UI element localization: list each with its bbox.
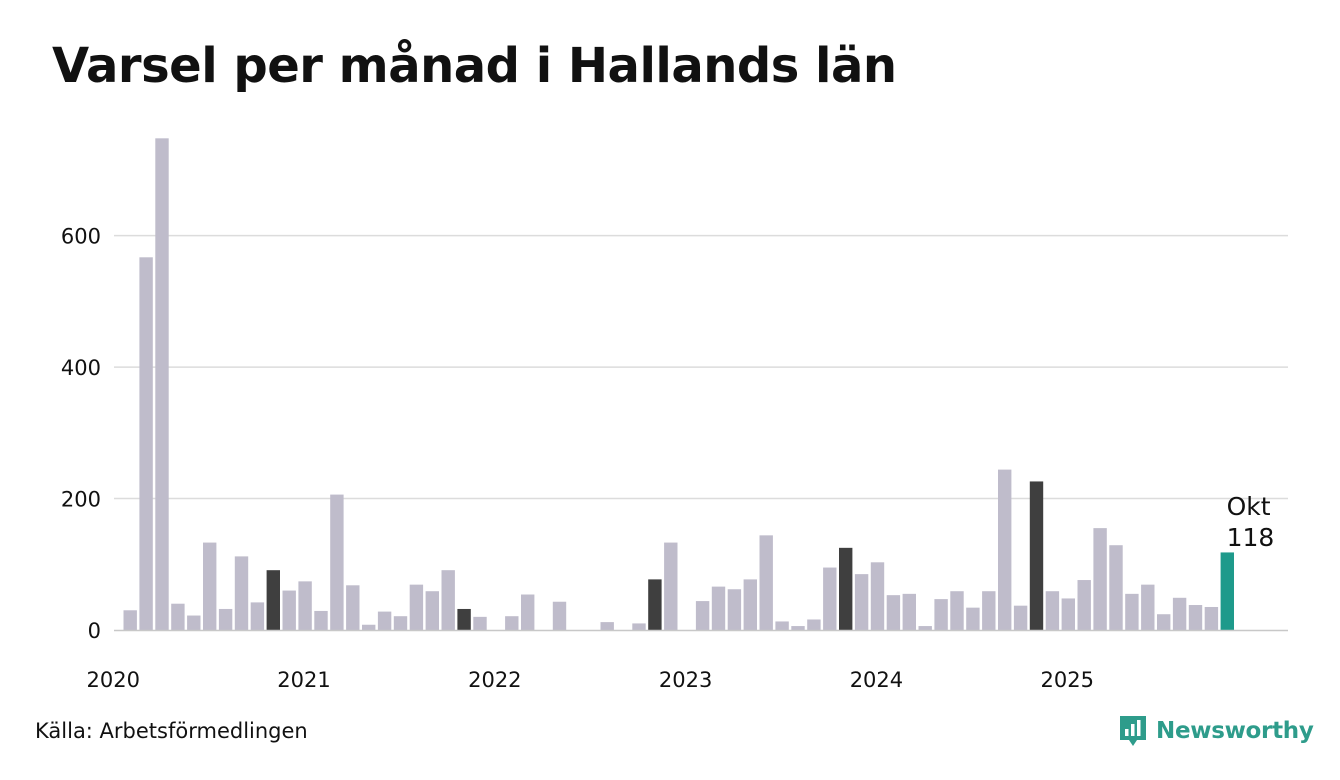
- bar-2020-11: [282, 590, 296, 630]
- bar-2023-10: [839, 547, 853, 630]
- bar-2024-06: [966, 607, 980, 630]
- bar-2021-11: [473, 616, 487, 630]
- bar-chart: 0 200 400 600 2020 2021 2022 2023 2024 2025 Okt …: [61, 138, 1288, 692]
- x-tick-label: 2020: [87, 668, 140, 692]
- bar-2024-04: [934, 599, 948, 630]
- newsworthy-logo[interactable]: Newsworthy: [1118, 714, 1314, 748]
- y-tick-label: 600: [61, 225, 101, 249]
- newsworthy-logo-icon: [1120, 716, 1146, 746]
- bar-2024-11: [1045, 591, 1060, 630]
- logo-text: Newsworthy: [1156, 718, 1314, 744]
- latest-annotation: Okt 118: [1227, 492, 1275, 552]
- bar-2024-12: [1061, 598, 1075, 630]
- bar-2025-09: [1204, 606, 1219, 630]
- bar-2023-08: [807, 619, 821, 630]
- bar-2021-05: [377, 611, 392, 630]
- annotation-value: 118: [1227, 523, 1275, 552]
- bar-2021-09: [441, 570, 455, 630]
- bar-2021-06: [393, 616, 408, 630]
- bar-2020-03: [155, 138, 169, 630]
- bar-2020-06: [203, 542, 217, 630]
- bar-2024-09: [1013, 605, 1028, 630]
- bar-2022-02: [521, 594, 535, 630]
- bar-2022-10: [648, 579, 662, 630]
- x-tick-label: 2021: [277, 668, 330, 692]
- bar-2025-07: [1172, 597, 1187, 630]
- annotation-month: Okt: [1227, 492, 1271, 521]
- bar-2025-06: [1157, 614, 1171, 630]
- x-tick-label: 2022: [468, 668, 521, 692]
- bar-2022-11: [664, 542, 678, 630]
- x-axis-year-labels: 2020 2021 2022 2023 2024 2025: [87, 668, 1094, 692]
- bar-2021-02: [330, 494, 344, 630]
- y-tick-label: 400: [61, 356, 101, 380]
- bar-2022-07: [600, 622, 614, 630]
- bar-2023-07: [791, 626, 805, 630]
- bar-2020-10: [266, 570, 280, 630]
- bar-2023-09: [823, 567, 837, 630]
- bar-2023-06: [775, 621, 789, 630]
- x-tick-label: 2025: [1041, 668, 1094, 692]
- bar-2024-01: [886, 595, 901, 630]
- bar-2020-08: [234, 556, 249, 630]
- bar-2025-02: [1093, 528, 1107, 630]
- source-note: Källa: Arbetsförmedlingen: [35, 719, 308, 743]
- bar-2021-08: [425, 591, 439, 630]
- bar-2020-07: [218, 608, 233, 630]
- bar-2025-04: [1125, 593, 1139, 630]
- bar-2023-03: [727, 589, 742, 630]
- x-tick-label: 2024: [850, 668, 903, 692]
- bar-2022-09: [632, 623, 646, 630]
- bar-2025-03: [1109, 545, 1123, 630]
- bar-2023-12: [870, 562, 885, 630]
- bar-2023-11: [854, 574, 869, 630]
- bar-2024-02: [902, 593, 916, 630]
- bar-2024-10: [1029, 481, 1044, 630]
- bar-2021-10: [457, 608, 471, 630]
- y-tick-label: 200: [61, 488, 101, 512]
- x-tick-label: 2023: [659, 668, 712, 692]
- bars: [123, 138, 1234, 630]
- bar-2021-07: [409, 584, 424, 630]
- bar-2020-01: [123, 610, 137, 630]
- bar-2023-04: [743, 579, 757, 630]
- bar-2021-03: [346, 585, 360, 630]
- chart-title: Varsel per månad i Hallands län: [52, 38, 897, 94]
- bar-2021-04: [362, 624, 376, 630]
- bar-2022-04: [552, 601, 567, 630]
- bar-2024-03: [918, 626, 932, 630]
- bar-2022-01: [505, 616, 519, 630]
- bar-2023-02: [711, 586, 726, 630]
- bar-2024-07: [982, 591, 996, 630]
- bar-2025-01: [1077, 580, 1091, 630]
- y-tick-label: 0: [88, 619, 101, 643]
- bar-2021-01: [314, 610, 328, 630]
- bar-2023-05: [759, 535, 773, 630]
- bar-2020-05: [187, 615, 201, 630]
- gridlines: [114, 234, 1288, 500]
- bar-2024-08: [998, 469, 1012, 630]
- bar-2025-10: [1220, 552, 1234, 630]
- bar-2024-05: [950, 591, 964, 630]
- y-axis-ticks: 0 200 400 600: [61, 225, 101, 643]
- bar-2025-08: [1188, 605, 1203, 630]
- bar-2020-12: [298, 581, 312, 630]
- bar-2020-04: [171, 603, 185, 630]
- bar-2020-02: [139, 257, 153, 630]
- bar-2023-01: [695, 601, 710, 630]
- bar-2020-09: [250, 602, 265, 630]
- bar-2025-05: [1141, 584, 1155, 630]
